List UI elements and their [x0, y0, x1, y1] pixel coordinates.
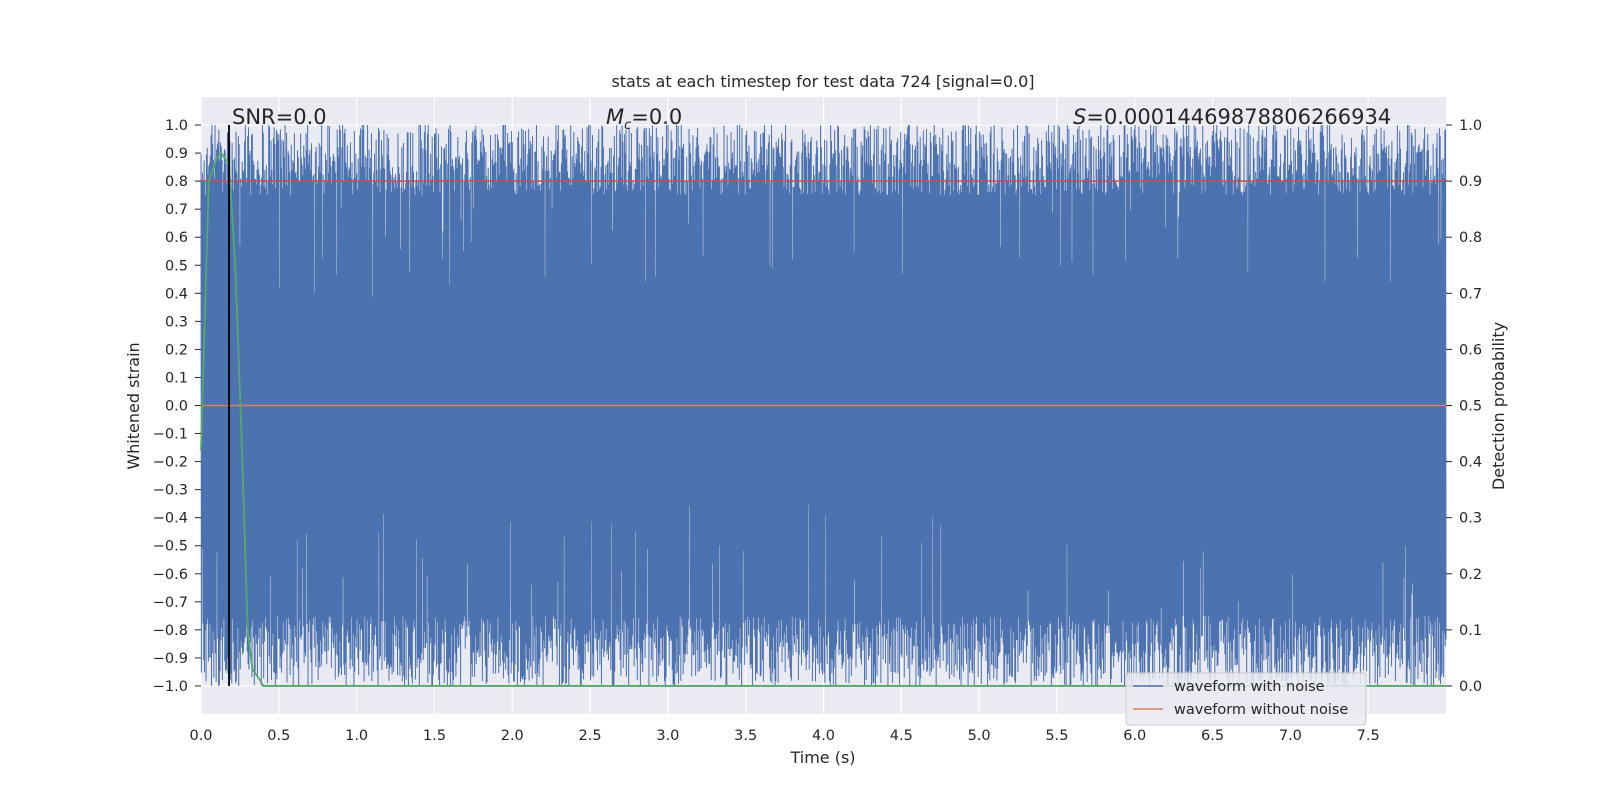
right-tick-label: 0.9 [1459, 174, 1482, 190]
left-tick-label: −0.1 [153, 427, 188, 443]
x-tick-label: 0.5 [267, 728, 290, 744]
x-tick-label: 3.5 [734, 728, 757, 744]
right-tick-label: 0.8 [1459, 230, 1482, 246]
left-tick-label: 0.1 [165, 370, 188, 386]
x-tick-label: 1.0 [345, 728, 368, 744]
waveform-with-noise-series [200, 125, 1447, 686]
left-tick-label: 0.5 [165, 258, 188, 274]
x-tick-label: 4.0 [812, 728, 835, 744]
x-tick-label: 5.5 [1045, 728, 1068, 744]
x-tick-label: 6.0 [1123, 728, 1146, 744]
x-tick-label: 2.5 [579, 728, 602, 744]
mc-subscript: c [624, 118, 631, 133]
right-tick-label: 0.3 [1459, 511, 1482, 527]
x-tick-label: 5.0 [968, 728, 991, 744]
mc-annotation: Mc=0.0 [606, 105, 682, 133]
left-tick-label: −0.6 [153, 567, 188, 583]
left-tick-label: 1.0 [165, 118, 188, 134]
x-tick-label: 2.0 [501, 728, 524, 744]
legend: waveform with noise waveform without noi… [1125, 672, 1367, 726]
left-tick-label: −0.7 [153, 595, 188, 611]
x-tick-label: 4.5 [890, 728, 913, 744]
right-tick-label: 0.2 [1459, 567, 1482, 583]
noise-trace [200, 125, 1447, 686]
legend-label-noise: waveform with noise [1174, 679, 1325, 695]
s-annotation: S=0.00014469878806266934 [1073, 105, 1391, 129]
x-tick-label: 0.0 [189, 728, 212, 744]
left-tick-label: −0.4 [153, 511, 188, 527]
s-value: =0.00014469878806266934 [1086, 105, 1391, 129]
right-axis-label: Detection probability [1489, 322, 1508, 490]
chart-title: stats at each timestep for test data 724… [611, 72, 1034, 91]
x-axis-ticks: 0.0 0.5 1.0 1.5 2.0 2.5 3.0 3.5 4.0 4.5 5.0 5.5 6.0 6… [189, 728, 1379, 744]
left-tick-label: 0.9 [165, 146, 188, 162]
right-tick-label: 0.7 [1459, 286, 1482, 302]
legend-box [1125, 672, 1367, 726]
right-tick-label: 0.6 [1459, 342, 1482, 358]
left-tick-label: 0.8 [165, 174, 188, 190]
left-tick-label: 0.2 [165, 342, 188, 358]
left-tick-label: −0.9 [153, 651, 188, 667]
right-tick-label: 1.0 [1459, 118, 1482, 134]
left-tick-label: −1.0 [153, 679, 188, 695]
x-tick-label: 3.0 [656, 728, 679, 744]
left-tick-label: 0.7 [165, 202, 188, 218]
x-tick-label: 7.0 [1279, 728, 1302, 744]
right-axis-ticks: 1.0 0.9 0.8 0.7 0.6 0.5 0.4 0.3 0.2 0.1 0.0 [1446, 118, 1482, 695]
x-axis-label: Time (s) [789, 748, 855, 767]
right-tick-label: 0.5 [1459, 399, 1482, 415]
left-tick-label: 0.0 [165, 399, 188, 415]
left-tick-label: 0.4 [165, 286, 188, 302]
left-tick-label: 0.6 [165, 230, 188, 246]
legend-label-clean: waveform without noise [1174, 702, 1348, 718]
x-tick-label: 6.5 [1201, 728, 1224, 744]
left-tick-label: −0.2 [153, 455, 188, 471]
snr-annotation: SNR=0.0 [232, 105, 327, 129]
right-tick-label: 0.4 [1459, 455, 1482, 471]
right-tick-label: 0.0 [1459, 679, 1482, 695]
mc-value: =0.0 [631, 105, 682, 129]
right-tick-label: 0.1 [1459, 623, 1482, 639]
left-tick-label: −0.3 [153, 483, 188, 499]
mc-symbol: M [606, 105, 624, 129]
left-axis-ticks: 1.0 0.9 0.8 0.7 0.6 0.5 0.4 0.3 0.2 0.1 0.0 −0.1 −0.… [153, 118, 201, 695]
probability-trace [200, 151, 1446, 687]
left-tick-label: −0.5 [153, 539, 188, 555]
s-symbol: S [1073, 105, 1086, 129]
left-tick-label: 0.3 [165, 314, 188, 330]
detection-probability-series [200, 151, 1446, 687]
left-tick-label: −0.8 [153, 623, 188, 639]
left-axis-label: Whitened strain [124, 342, 143, 469]
x-tick-label: 1.5 [423, 728, 446, 744]
x-tick-label: 7.5 [1357, 728, 1380, 744]
